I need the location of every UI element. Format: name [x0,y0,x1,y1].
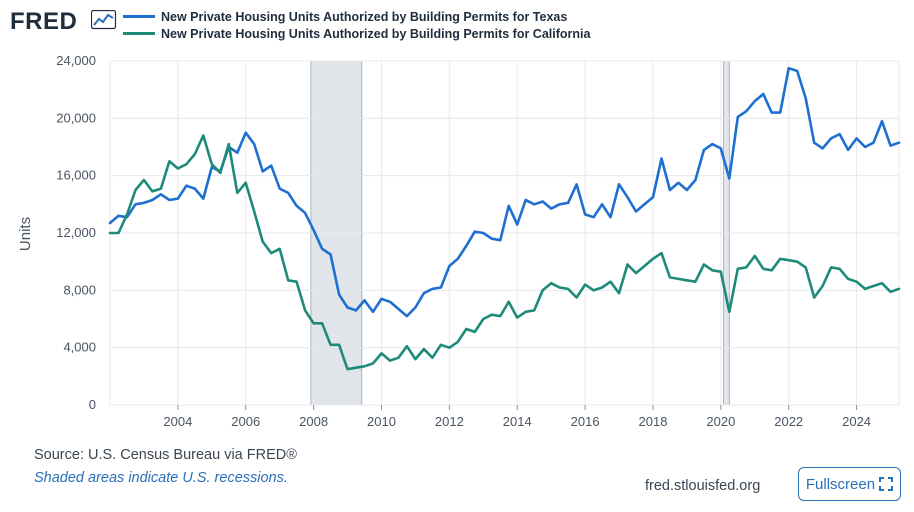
x-tick-label: 2006 [231,414,260,429]
series-line-california [108,134,901,371]
legend-label-california: New Private Housing Units Authorized by … [161,26,591,41]
line-chart: 0 4,000 8,000 12,000 16,000 20,000 24,000 2004… [17,53,901,429]
fred-logo[interactable]: FRED [10,8,78,35]
series-line-texas [108,66,901,318]
line-chart-icon [90,9,117,35]
y-tick-label: 12,000 [56,225,96,240]
y-tick-label: 16,000 [56,168,96,183]
legend-label-texas: New Private Housing Units Authorized by … [161,9,568,24]
y-tick-label: 24,000 [56,53,96,68]
legend-swatch-california [123,32,155,35]
fullscreen-label: Fullscreen [805,475,876,493]
x-tick-label: 2008 [299,414,328,429]
y-axis-group: 0 4,000 8,000 12,000 16,000 20,000 24,000 [56,53,96,412]
x-tick-label: 2016 [571,414,600,429]
y-tick-label: 0 [89,397,96,412]
x-tick-label: 2020 [706,414,735,429]
x-axis-group: 2004 2006 2008 2010 2012 2014 2016 2018 2020 2022… [163,405,871,429]
x-tick-label: 2024 [842,414,871,429]
site-url[interactable]: fred.stlouisfed.org [645,478,761,494]
chart-legend: New Private Housing Units Authorized by … [123,8,590,42]
expand-icon [879,477,894,491]
y-tick-label: 4,000 [63,340,96,355]
x-tick-label: 2010 [367,414,396,429]
y-axis-label: Units [17,217,34,251]
x-tick-label: 2018 [639,414,668,429]
recession-note: Shaded areas indicate U.S. recessions. [34,470,288,486]
y-tick-label: 8,000 [63,282,96,297]
x-tick-label: 2004 [163,414,192,429]
fullscreen-button[interactable]: Fullscreen [798,467,901,501]
x-tick-label: 2022 [774,414,803,429]
legend-item-texas[interactable]: New Private Housing Units Authorized by … [123,8,590,25]
source-text: Source: U.S. Census Bureau via FRED® [34,447,297,463]
series-group [108,66,901,371]
legend-swatch-texas [123,15,155,18]
y-tick-label: 20,000 [56,110,96,125]
legend-item-california[interactable]: New Private Housing Units Authorized by … [123,25,590,42]
x-tick-label: 2012 [435,414,464,429]
x-tick-label: 2014 [503,414,532,429]
